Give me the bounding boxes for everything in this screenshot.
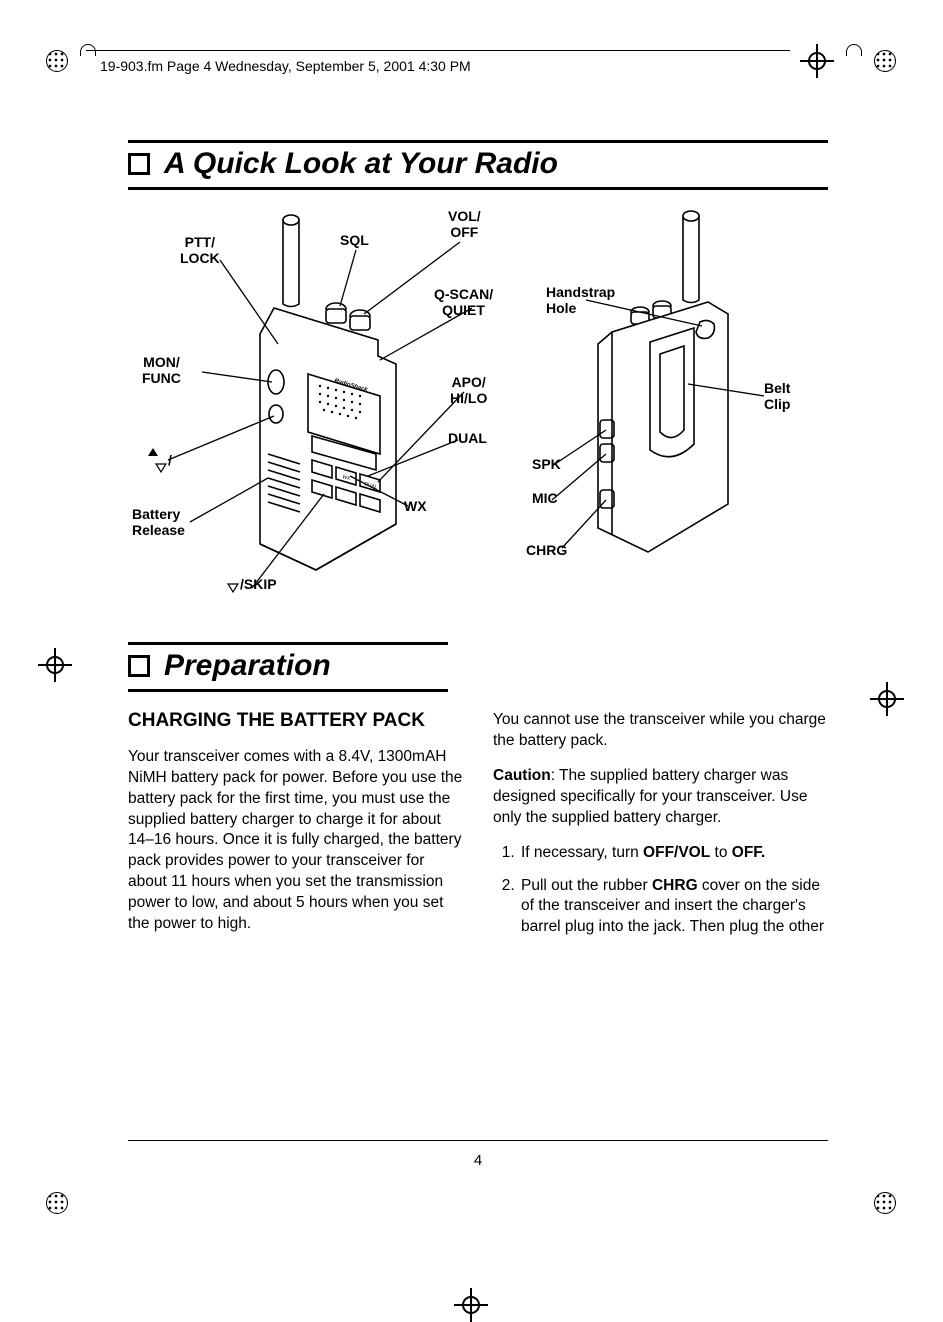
right-column: You cannot use the transceiver while you…: [493, 710, 828, 950]
label-handstrap: Handstrap Hole: [546, 284, 615, 316]
header-cap-left: [80, 44, 96, 56]
label-dual: DUAL: [448, 430, 487, 446]
radio-diagram-svg: RadioShack WX DUAL: [128, 204, 828, 624]
crop-dots-bottom-right: [874, 1192, 896, 1214]
steps-list: If necessary, turn OFF/VOL to OFF. Pull …: [493, 843, 828, 939]
crop-dots-top-left: [46, 50, 68, 72]
section-quick-look-title: A Quick Look at Your Radio: [128, 140, 828, 190]
step1-prefix: If necessary, turn: [521, 844, 643, 861]
label-apo-hilo: APO/ HI/LO: [450, 374, 487, 406]
page-content: A Quick Look at Your Radio: [128, 140, 828, 950]
left-column: CHARGING THE BATTERY PACK Your transceiv…: [128, 710, 463, 950]
step2-prefix: Pull out the rubber: [521, 877, 652, 894]
step-1: If necessary, turn OFF/VOL to OFF.: [519, 843, 828, 864]
crop-cross-top: [800, 44, 834, 78]
radio-diagram: RadioShack WX DUAL: [128, 204, 828, 624]
step1-bold1: OFF/VOL: [643, 844, 710, 861]
left-paragraph: Your transceiver comes with a 8.4V, 1300…: [128, 747, 463, 935]
label-qscan-quiet: Q-SCAN/ QUIET: [434, 286, 493, 318]
step2-bold: CHRG: [652, 877, 698, 894]
right-caution: Caution: The supplied battery charger wa…: [493, 766, 828, 829]
subhead-charging: CHARGING THE BATTERY PACK: [128, 710, 463, 733]
label-sql: SQL: [340, 232, 369, 248]
footer-rule: [128, 1140, 828, 1141]
crop-dots-bottom-left: [46, 1192, 68, 1214]
page-number: 4: [128, 1152, 828, 1169]
step1-mid: to: [710, 844, 732, 861]
label-mon-func: MON/ FUNC: [142, 354, 181, 386]
label-ptt-lock: PTT/ LOCK: [180, 234, 220, 266]
caution-label: Caution: [493, 767, 551, 784]
section-bullet-icon: [128, 153, 150, 175]
section-preparation-title: Preparation: [128, 642, 448, 692]
label-arrow-note: /: [168, 452, 172, 468]
step1-bold2: OFF.: [732, 844, 766, 861]
label-wx: WX: [404, 498, 427, 514]
section-preparation-text: Preparation: [164, 649, 331, 683]
header-text: 19-903.fm Page 4 Wednesday, September 5,…: [100, 58, 471, 74]
label-battery-release: Battery Release: [132, 506, 185, 538]
crop-cross-bottom: [454, 1288, 488, 1322]
label-mic: MIC: [532, 490, 558, 506]
crop-dots-top-right: [874, 50, 896, 72]
label-chrg: CHRG: [526, 542, 567, 558]
section-quick-look-text: A Quick Look at Your Radio: [164, 147, 558, 181]
right-paragraph-1: You cannot use the transceiver while you…: [493, 710, 828, 752]
label-skip: /SKIP: [240, 576, 277, 592]
label-vol-off: VOL/ OFF: [448, 208, 481, 240]
step-2: Pull out the rubber CHRG cover on the si…: [519, 876, 828, 939]
label-belt-clip: Belt Clip: [764, 380, 790, 412]
header-cap-right: [846, 44, 862, 56]
label-spk: SPK: [532, 456, 561, 472]
body-columns: CHARGING THE BATTERY PACK Your transceiv…: [128, 710, 828, 950]
crop-cross-right: [870, 682, 904, 716]
section-bullet-icon: [128, 655, 150, 677]
header-rule: [86, 50, 462, 51]
crop-cross-left: [38, 648, 72, 682]
header-rule-right: [462, 50, 790, 51]
